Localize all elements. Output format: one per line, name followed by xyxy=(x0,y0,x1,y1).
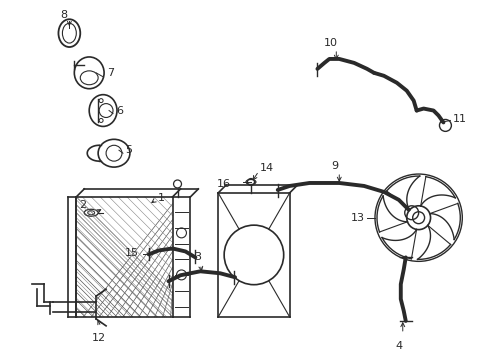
Text: 7: 7 xyxy=(107,68,114,78)
Text: 2: 2 xyxy=(79,200,86,210)
Text: 5: 5 xyxy=(124,145,132,155)
Text: 14: 14 xyxy=(259,163,273,173)
Text: 16: 16 xyxy=(217,179,231,189)
Text: 13: 13 xyxy=(350,213,365,223)
Text: 15: 15 xyxy=(124,248,139,258)
Text: 4: 4 xyxy=(394,341,402,351)
Text: 6: 6 xyxy=(116,105,123,116)
Text: 9: 9 xyxy=(331,161,338,171)
Text: 10: 10 xyxy=(324,38,338,48)
Text: 11: 11 xyxy=(451,114,466,125)
Text: 1: 1 xyxy=(157,193,164,203)
Text: 12: 12 xyxy=(92,333,106,343)
Text: 3: 3 xyxy=(193,252,201,262)
Text: 8: 8 xyxy=(60,10,67,20)
